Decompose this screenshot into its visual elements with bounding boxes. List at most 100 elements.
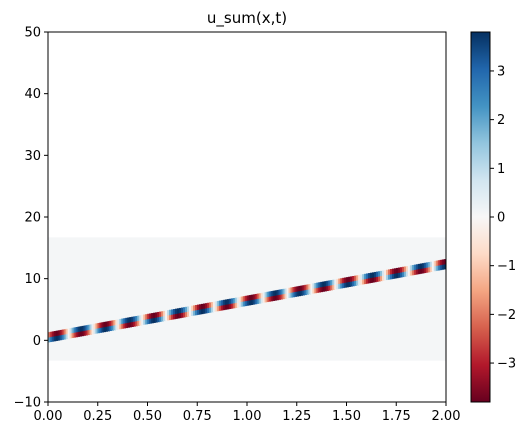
heatmap-cell	[286, 288, 290, 294]
heatmap-cell	[386, 274, 389, 281]
heatmap-cell	[190, 310, 194, 316]
heatmap-cell	[145, 314, 148, 320]
heatmap-cell	[93, 323, 97, 330]
heatmap-cell	[411, 264, 415, 271]
heatmap-cell	[346, 282, 349, 288]
heatmap-cell	[382, 270, 385, 276]
heatmap-cell	[248, 295, 252, 301]
heatmap-cell	[218, 300, 222, 306]
heatmap-cell	[268, 296, 272, 302]
heatmap-cell	[97, 327, 101, 334]
colorbar-tick-label: 2	[497, 113, 505, 128]
heatmap-cell	[252, 299, 256, 305]
heatmap-cell	[304, 289, 307, 296]
heatmap-cell	[332, 279, 335, 285]
y-tick-label: 50	[24, 26, 41, 41]
heatmap-cell	[125, 317, 128, 324]
heatmap-cell	[65, 328, 69, 335]
heatmap-cell	[294, 291, 298, 297]
x-tick-label: 0.75	[183, 409, 212, 424]
heatmap-cell	[153, 317, 156, 323]
heatmap-cell	[145, 319, 148, 325]
heatmap-cell	[196, 309, 200, 315]
heatmap-cell	[384, 270, 387, 276]
heatmap-cell	[69, 333, 73, 339]
heatmap-cell	[260, 292, 264, 299]
heatmap-cell	[272, 295, 276, 301]
heatmap-cell	[151, 317, 154, 324]
heatmap-cell	[185, 306, 188, 313]
heatmap-cell	[372, 272, 375, 278]
heatmap-cell	[198, 309, 202, 315]
heatmap-cell	[346, 277, 349, 283]
heatmap-cell	[401, 266, 405, 273]
heatmap-cell	[270, 291, 274, 297]
heatmap-cell	[320, 286, 323, 293]
heatmap-cell	[326, 280, 329, 287]
heatmap-cell	[202, 303, 206, 309]
heatmap-cell	[65, 333, 69, 340]
heatmap-cell	[47, 337, 51, 343]
heatmap-cell	[69, 328, 73, 334]
heatmap-cell	[276, 289, 280, 296]
heatmap-cell	[222, 299, 226, 306]
heatmap-cell	[391, 273, 395, 279]
heatmap-cell	[437, 260, 441, 266]
heatmap-cell	[97, 322, 101, 329]
heatmap-cell	[364, 273, 367, 280]
heatmap-cell	[397, 272, 401, 278]
heatmap-cell	[288, 287, 292, 294]
heatmap-cell	[75, 326, 79, 333]
heatmap-cell	[171, 314, 174, 320]
heatmap-cell	[119, 323, 122, 330]
heatmap-cell	[157, 316, 160, 323]
heatmap-cell	[431, 266, 435, 272]
heatmap-cell	[310, 283, 313, 290]
heatmap-cell	[409, 265, 413, 271]
heatmap-cell	[433, 265, 437, 272]
heatmap-cell	[330, 284, 333, 291]
heatmap-cell	[236, 302, 240, 308]
heatmap-cell	[63, 334, 67, 340]
heatmap-cell	[51, 331, 55, 337]
heatmap-cell	[399, 272, 403, 278]
heatmap-cell	[200, 303, 204, 310]
heatmap-cell	[366, 278, 369, 284]
heatmap-cell	[137, 315, 140, 321]
y-tick-label: 20	[24, 211, 41, 226]
heatmap-cell	[135, 315, 138, 322]
heatmap-cell	[232, 298, 236, 304]
colorbar-tick-label: 0	[497, 211, 505, 226]
heatmap-cell	[95, 323, 99, 329]
x-tick-label: 1.75	[382, 409, 411, 424]
heatmap-cell	[121, 318, 124, 324]
heatmap-cell	[362, 274, 365, 280]
heatmap-cell	[216, 305, 220, 312]
heatmap-cell	[208, 302, 212, 308]
heatmap-cell	[296, 286, 300, 292]
heatmap-cell	[262, 292, 266, 298]
colorbar-tick-label: −3	[497, 357, 516, 372]
heatmap-cell	[49, 331, 53, 338]
heatmap-cell	[314, 282, 317, 289]
heatmap-cell	[204, 308, 208, 314]
heatmap-cell	[441, 259, 445, 265]
heatmap-cell	[272, 290, 276, 297]
heatmap-cell	[242, 301, 246, 307]
x-tick-label: 2.00	[432, 409, 461, 424]
heatmap-cell	[356, 275, 359, 281]
heatmap-cell	[137, 320, 140, 326]
heatmap-cell	[312, 288, 315, 294]
heatmap-cell	[276, 294, 280, 301]
heatmap-cell	[226, 299, 230, 305]
heatmap-cell	[117, 319, 120, 325]
heatmap-cell	[393, 273, 397, 279]
heatmap-cell	[429, 266, 433, 272]
heatmap-cell	[234, 297, 238, 303]
heatmap-cell	[250, 299, 254, 305]
heatmap-cell	[73, 327, 77, 333]
heatmap-cell	[135, 320, 138, 327]
heatmap-cell	[389, 269, 393, 275]
heatmap-cell	[316, 282, 319, 288]
x-tick-label: 0.50	[133, 409, 162, 424]
